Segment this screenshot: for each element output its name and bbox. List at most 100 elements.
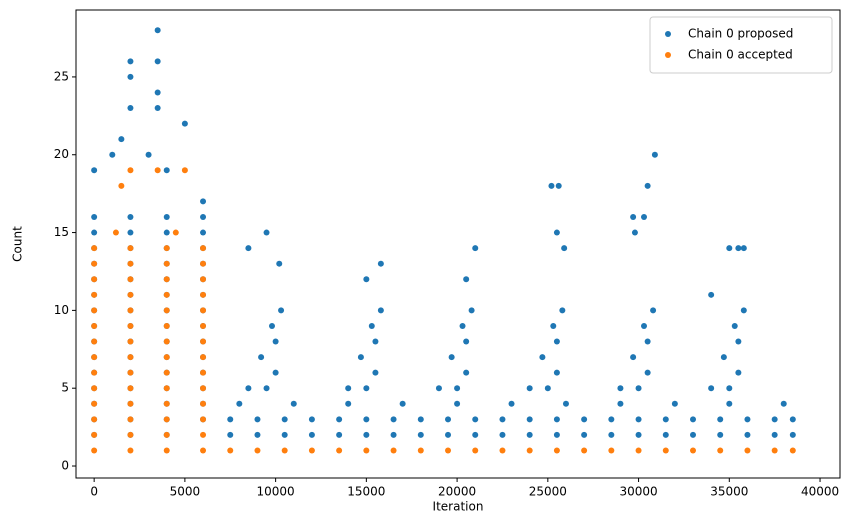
point: [236, 400, 243, 407]
point: [562, 400, 569, 407]
point: [227, 416, 234, 423]
point: [445, 431, 452, 438]
point: [717, 431, 724, 438]
point: [127, 105, 134, 112]
point: [608, 447, 615, 454]
point: [272, 369, 279, 376]
point: [630, 354, 637, 361]
point: [463, 276, 470, 283]
point: [200, 291, 207, 298]
x-tick-label: 0: [90, 485, 98, 499]
point: [336, 447, 343, 454]
point: [154, 58, 161, 65]
point: [91, 276, 98, 283]
point: [281, 431, 288, 438]
point: [154, 27, 161, 34]
point: [726, 400, 733, 407]
point: [127, 73, 134, 80]
point: [181, 120, 188, 127]
point: [163, 322, 170, 329]
x-tick-label: 25000: [529, 485, 567, 499]
point: [650, 307, 657, 314]
point: [548, 182, 555, 189]
point: [163, 245, 170, 252]
point: [254, 416, 261, 423]
point: [390, 447, 397, 454]
point: [254, 447, 261, 454]
point: [630, 213, 637, 220]
point: [662, 416, 669, 423]
point: [539, 354, 546, 361]
point: [91, 229, 98, 236]
point: [200, 400, 207, 407]
point: [263, 385, 270, 392]
point: [740, 307, 747, 314]
point: [254, 431, 261, 438]
point: [336, 431, 343, 438]
point: [726, 245, 733, 252]
point: [581, 416, 588, 423]
point: [463, 369, 470, 376]
point: [417, 416, 424, 423]
point: [200, 245, 207, 252]
point: [559, 307, 566, 314]
point: [127, 400, 134, 407]
point: [671, 400, 678, 407]
point: [555, 182, 562, 189]
point: [91, 416, 98, 423]
legend-label: Chain 0 accepted: [688, 48, 793, 62]
point: [200, 431, 207, 438]
point: [154, 105, 161, 112]
point: [708, 291, 715, 298]
point: [771, 416, 778, 423]
point: [154, 167, 161, 174]
point: [154, 89, 161, 96]
point: [200, 338, 207, 345]
point: [717, 447, 724, 454]
point: [454, 385, 461, 392]
point: [200, 369, 207, 376]
point: [127, 416, 134, 423]
point: [445, 416, 452, 423]
point: [145, 151, 152, 158]
point: [91, 260, 98, 267]
point: [720, 354, 727, 361]
point: [172, 229, 179, 236]
point: [278, 307, 285, 314]
point: [127, 431, 134, 438]
point: [735, 245, 742, 252]
point: [417, 447, 424, 454]
point: [127, 260, 134, 267]
point: [499, 431, 506, 438]
point: [472, 447, 479, 454]
point: [118, 182, 125, 189]
point: [200, 229, 207, 236]
point: [200, 276, 207, 283]
point: [544, 385, 551, 392]
point: [163, 229, 170, 236]
point: [377, 260, 384, 267]
point: [553, 369, 560, 376]
point: [272, 338, 279, 345]
point: [127, 322, 134, 329]
y-tick-label: 5: [61, 381, 69, 395]
point: [690, 431, 697, 438]
point: [463, 338, 470, 345]
point: [163, 369, 170, 376]
x-tick-label: 35000: [710, 485, 748, 499]
x-tick-label: 15000: [347, 485, 385, 499]
point: [308, 431, 315, 438]
point: [363, 431, 370, 438]
point: [744, 416, 751, 423]
point: [553, 338, 560, 345]
point: [91, 245, 98, 252]
point: [744, 431, 751, 438]
point: [163, 447, 170, 454]
point: [435, 385, 442, 392]
point: [163, 385, 170, 392]
point: [363, 416, 370, 423]
point: [245, 385, 252, 392]
point: [735, 369, 742, 376]
point: [635, 447, 642, 454]
point: [454, 400, 461, 407]
